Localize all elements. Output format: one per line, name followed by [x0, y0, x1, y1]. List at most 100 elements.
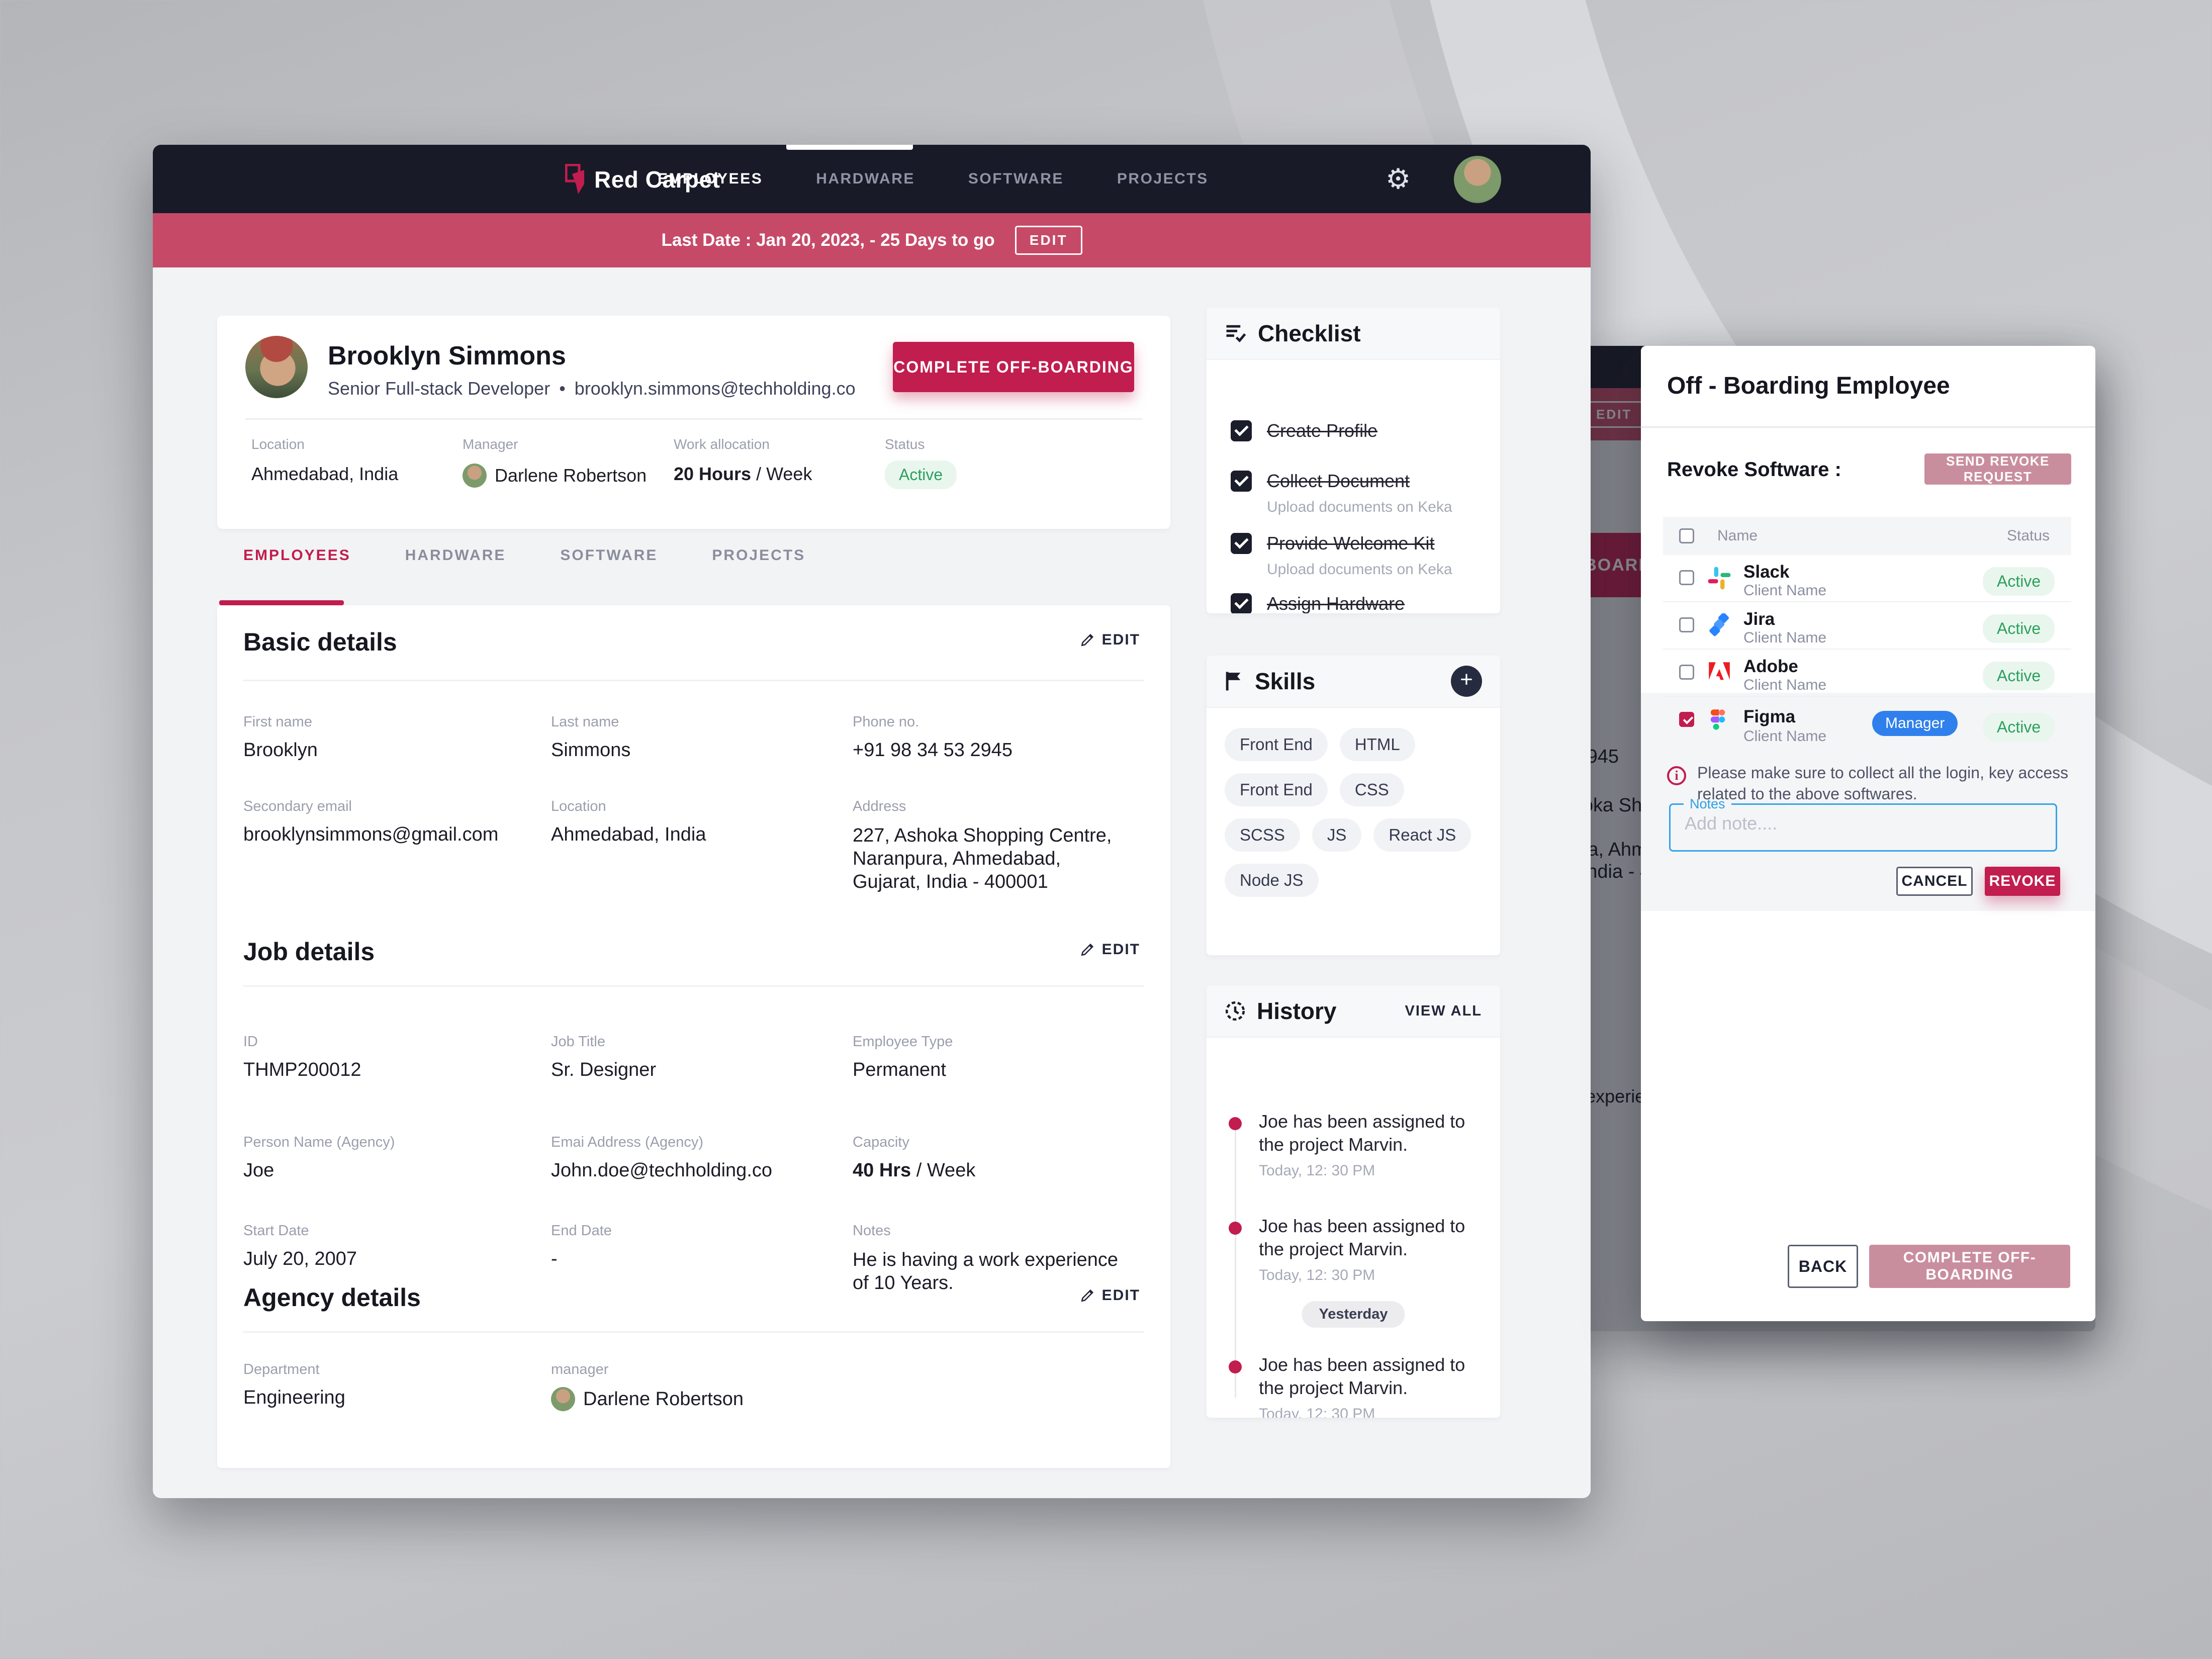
row-checkbox[interactable]	[1679, 665, 1694, 680]
agency-edit-button[interactable]: EDIT	[1080, 1287, 1140, 1304]
agency-details-title: Agency details	[243, 1283, 421, 1312]
field-capacity: Capacity 40 Hrs / Week	[853, 1134, 976, 1181]
manager-badge: Manager	[1872, 711, 1958, 736]
jira-icon	[1709, 613, 1729, 636]
checkbox-checked[interactable]	[1231, 420, 1252, 441]
dialog-complete-offboarding-button[interactable]: COMPLETE OFF-BOARDING	[1869, 1245, 2070, 1288]
divider	[243, 680, 1144, 681]
checklist-item: Collect Document	[1231, 471, 1410, 492]
complete-offboarding-button[interactable]: COMPLETE OFF-BOARDING	[893, 342, 1134, 392]
nav-employees[interactable]: EMPLOYEES	[658, 170, 763, 187]
add-skill-button[interactable]: +	[1451, 666, 1482, 697]
app-logo: Red Carpet	[565, 164, 720, 195]
notes-field: Notes	[1669, 796, 2057, 852]
employee-name: Brooklyn Simmons	[328, 341, 566, 371]
slack-icon	[1708, 567, 1731, 590]
field-department: Department Engineering	[243, 1361, 345, 1408]
skill-tags: Front End HTML Front End CSS SCSS JS Rea…	[1207, 708, 1500, 917]
history-item-text: Joe has been assigned to the project Mar…	[1259, 1111, 1465, 1155]
history-item-time: Today, 12: 30 PM	[1259, 1406, 1375, 1418]
employee-profile-card: Brooklyn Simmons Senior Full-stack Devel…	[217, 316, 1170, 529]
field-notes: Notes He is having a work experience of 1…	[853, 1223, 1119, 1294]
nav-software[interactable]: SOFTWARE	[968, 170, 1064, 187]
software-row-adobe: Adobe Client Name Active	[1663, 650, 2071, 697]
tab-employees[interactable]: EMPLOYEES	[243, 547, 351, 564]
adobe-icon	[1709, 662, 1730, 680]
tab-projects[interactable]: PROJECTS	[712, 547, 806, 564]
timeline-dot	[1229, 1360, 1242, 1373]
checkbox-checked[interactable]	[1231, 471, 1252, 492]
clock-icon	[1225, 1001, 1245, 1021]
status-badge: Active	[1983, 614, 2055, 643]
field-employee-type: Employee Type Permanent	[853, 1034, 953, 1080]
status-badge: Active	[885, 460, 957, 489]
checklist-panel: Checklist Create Profile Collect Documen…	[1207, 308, 1500, 613]
employee-role: Senior Full-stack Developer	[328, 378, 550, 399]
history-item-time: Today, 12: 30 PM	[1259, 1162, 1375, 1179]
nav-hardware[interactable]: HARDWARE	[816, 170, 915, 187]
employee-subtitle: Senior Full-stack Developer • brooklyn.s…	[328, 378, 856, 399]
skill-tag: JS	[1312, 818, 1362, 852]
checklist-item: Assign Hardware	[1231, 593, 1405, 613]
checklist-note: Upload documents on Keka	[1267, 561, 1452, 578]
divider	[243, 985, 1144, 987]
user-avatar[interactable]	[1454, 156, 1501, 203]
skill-tag: React JS	[1373, 818, 1471, 852]
notes-label: Notes	[1690, 796, 1725, 811]
select-all-checkbox[interactable]	[1679, 528, 1694, 543]
field-secondary-email: Secondary email brooklynsimmons@gmail.com	[243, 798, 499, 845]
cancel-button[interactable]: CANCEL	[1896, 867, 1973, 896]
view-all-link[interactable]: VIEW ALL	[1405, 1002, 1482, 1019]
banner-edit-button[interactable]: EDIT	[1015, 226, 1082, 255]
timeline-dot	[1229, 1222, 1242, 1235]
skill-tag: Node JS	[1225, 864, 1319, 897]
divider	[243, 1331, 1144, 1333]
software-row-slack: Slack Client Name Active	[1663, 555, 2071, 602]
skill-tag: SCSS	[1225, 818, 1300, 852]
notes-input[interactable]	[1685, 813, 2037, 834]
revoke-info-text: Please make sure to collect all the logi…	[1697, 764, 2069, 803]
skills-title: Skills	[1255, 668, 1316, 694]
checkbox-checked[interactable]	[1231, 533, 1252, 554]
meta-manager: Manager Darlene Robertson	[463, 436, 647, 488]
software-row-jira: Jira Client Name Active	[1663, 602, 2071, 650]
status-badge: Active	[1983, 567, 2055, 596]
history-item-text: Joe has been assigned to the project Mar…	[1259, 1216, 1465, 1259]
pencil-icon	[1081, 633, 1093, 647]
checklist-icon	[1226, 325, 1246, 343]
detail-tabs: EMPLOYEES HARDWARE SOFTWARE PROJECTS	[243, 547, 805, 564]
skill-tag: Front End	[1225, 728, 1328, 761]
history-title: History	[1257, 998, 1337, 1024]
field-address: Address 227, Ashoka Shopping Centre, Nara…	[853, 798, 1112, 892]
timeline-line	[1235, 1123, 1236, 1398]
send-revoke-request-button[interactable]: SEND REVOKE REQUEST	[1924, 453, 2071, 485]
settings-gear-icon[interactable]: ⚙	[1386, 163, 1411, 195]
history-panel: History VIEW ALL Joe has been assigned t…	[1207, 985, 1500, 1418]
row-checkbox[interactable]	[1679, 617, 1694, 632]
tab-hardware[interactable]: HARDWARE	[405, 547, 506, 564]
basic-edit-button[interactable]: EDIT	[1080, 631, 1140, 649]
nav-projects[interactable]: PROJECTS	[1117, 170, 1209, 187]
row-checkbox[interactable]	[1679, 570, 1694, 585]
checklist-note: Upload documents on Keka	[1267, 499, 1452, 515]
field-last-name: Last name Simmons	[551, 714, 631, 761]
manager-avatar	[463, 464, 487, 488]
dialog-title: Off - Boarding Employee	[1667, 373, 1950, 399]
history-timeline: Joe has been assigned to the project Mar…	[1207, 1038, 1500, 1418]
status-badge: Active	[1983, 662, 2055, 690]
checklist-item: Provide Welcome Kit	[1231, 533, 1434, 554]
pencil-icon	[1081, 1289, 1093, 1302]
back-button[interactable]: BACK	[1788, 1245, 1858, 1288]
checkbox-checked[interactable]	[1231, 593, 1252, 613]
employee-email: brooklyn.simmons@techholding.co	[574, 378, 856, 399]
field-agency-email: Emai Address (Agency) John.doe@techholdin…	[551, 1134, 773, 1181]
tab-software[interactable]: SOFTWARE	[560, 547, 658, 564]
revoke-software-label: Revoke Software :	[1667, 458, 1841, 481]
name-column-header: Name	[1717, 527, 1758, 544]
employee-avatar	[245, 336, 308, 398]
manager-avatar	[551, 1387, 575, 1411]
red-carpet-flag-icon	[565, 164, 584, 194]
revoke-button[interactable]: REVOKE	[1985, 867, 2060, 896]
row-checkbox-checked[interactable]	[1679, 712, 1694, 727]
job-edit-button[interactable]: EDIT	[1080, 941, 1140, 958]
